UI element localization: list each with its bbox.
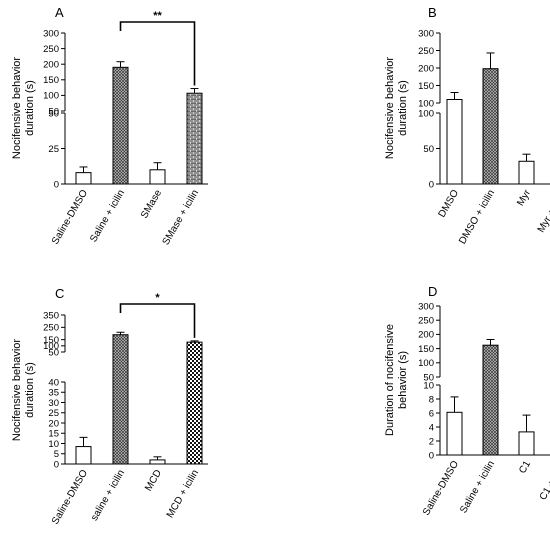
y-tick-label: 200 [418,330,434,341]
y-tick-label: 0 [54,179,59,190]
y-tick-label: 40 [48,377,59,388]
x-tick-label: Saline-DMSO [421,459,461,518]
y-tick-label: 4 [429,422,434,433]
bar [149,169,166,185]
y-tick-label: 50 [48,106,59,117]
y-tick-label: 100 [43,91,59,102]
x-tick-label: DMSO + icilin [457,188,497,246]
x-tick-label: C1 + icilin [538,459,550,502]
y-axis-label-line: Nocifensive behavior [11,339,23,441]
panel-label: A [55,5,64,20]
significance-marker: * [155,292,160,304]
panel-label: C [55,286,64,301]
bar [75,446,92,465]
y-axis-label-line: Nocifensive behavior [11,57,23,159]
x-tick-label: Saline + icilin [458,459,497,515]
bar [518,160,535,185]
x-tick-label: Saline + icilin [88,188,127,244]
x-tick-label: MCD + icilin [165,468,201,520]
y-axis-label-line: duration (s) [24,80,36,136]
y-tick-label: 250 [43,323,59,334]
y-tick-label: 30 [48,398,59,409]
bar [518,431,535,456]
y-tick-label: 250 [43,44,59,55]
y-tick-label: 100 [418,358,434,369]
panel-label: D [428,284,437,299]
y-axis-label: Nocifensive behaviorduration (s) [384,57,409,159]
y-tick-label: 100 [418,108,434,119]
y-tick-label: 10 [48,439,59,450]
y-axis-label: Nocifensive behaviorduration (s) [11,339,36,441]
y-tick-label: 250 [418,316,434,327]
y-tick-label: 50 [48,108,59,119]
y-tick-label: 100 [418,98,434,109]
y-tick-label: 300 [418,301,434,312]
bar [482,68,499,185]
y-tick-label: 8 [429,394,434,405]
y-tick-label: 0 [429,450,434,461]
y-tick-label: 25 [48,408,59,419]
y-tick-label: 2 [429,436,434,447]
y-axis-label-line: behavior (s) [397,351,409,409]
bar [446,99,463,185]
y-tick-label: 0 [429,179,434,190]
y-tick-label: 15 [48,429,59,440]
bar [112,66,129,185]
y-tick-label: 10 [423,380,434,391]
y-tick-label: 300 [418,28,434,39]
y-axis-label: Nocifensive behaviorduration (s) [11,57,36,159]
y-tick-label: 50 [423,372,434,383]
x-tick-label: Saline-DMSO [50,468,90,527]
x-tick-label: SMase + icilin [161,188,202,247]
y-axis-label-line: Nocifensive behavior [384,57,396,159]
x-tick-label: Myr [515,187,533,208]
x-tick-label: Myr + icilin [536,188,550,235]
bar [446,411,463,456]
y-tick-label: 200 [43,60,59,71]
bar [75,172,92,185]
y-tick-label: 6 [429,408,434,419]
y-tick-label: 50 [423,144,434,155]
x-tick-label: Saline-DMSO [50,188,90,247]
x-tick-label: saline + icilin [89,468,127,523]
bar [112,334,129,465]
y-tick-label: 20 [48,418,59,429]
bar [186,341,203,465]
y-axis-label: Duration of nocifensivebehavior (s) [384,324,409,436]
y-tick-label: 25 [48,144,59,155]
y-tick-label: 300 [43,28,59,39]
y-axis-label-line: Duration of nocifensive [384,324,396,436]
y-tick-label: 5 [54,449,59,460]
bar [482,344,499,456]
x-tick-label: C1 [517,459,533,476]
x-tick-label: DMSO [437,188,462,220]
chart-panel-d: D Duration of nocifensivebehavior (s) 0 2 4 6… [384,284,550,517]
y-axis-label-line: duration (s) [397,80,409,136]
y-tick-label: 150 [418,81,434,92]
x-tick-label: MCD [143,468,164,493]
y-tick-label: 35 [48,388,59,399]
y-tick-label: 0 [54,459,59,470]
bar [186,92,203,185]
significance-bracket [119,21,196,86]
significance-bracket [119,303,196,338]
x-tick-label: SMase [139,188,164,221]
y-tick-label: 50 [48,347,59,358]
y-axis-label-line: duration (s) [24,362,36,418]
significance-marker: ** [153,10,162,22]
y-tick-label: 250 [418,46,434,57]
y-tick-label: 150 [43,335,59,346]
y-tick-label: 150 [418,344,434,355]
panel-label: B [428,5,437,20]
bar [149,459,166,465]
y-tick-label: 100 [43,341,59,352]
y-tick-label: 350 [43,310,59,321]
y-tick-label: 150 [43,75,59,86]
y-tick-label: 200 [418,63,434,74]
